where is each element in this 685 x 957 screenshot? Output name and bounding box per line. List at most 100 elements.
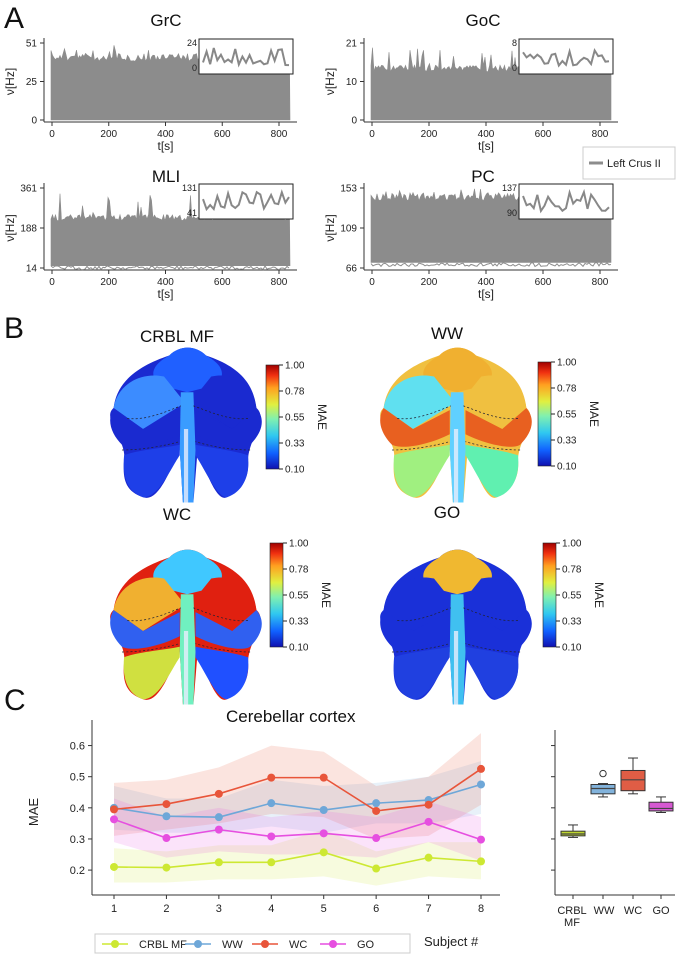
flatmap-1: CRBL MF 1.00 0.78 0.55 0.33 0.10 MAE (110, 327, 329, 503)
inset-tick-label: 8 (512, 38, 517, 48)
x-tick-label: 0 (49, 277, 55, 288)
flatmap-body (380, 549, 532, 705)
line-crbl-mf (113, 851, 482, 870)
box-x-label: GO (652, 905, 670, 917)
x-tick-label: 600 (535, 277, 552, 288)
box-ww (590, 783, 616, 795)
point-go (162, 834, 171, 843)
line-go (113, 818, 482, 841)
region-anterior (423, 347, 492, 393)
box-x-label: WC (624, 905, 642, 917)
point-crbl-mf (424, 853, 433, 862)
colorbar-gradient (269, 542, 284, 648)
inset-trace (522, 47, 610, 68)
inset-tick-label: 0 (512, 63, 517, 73)
legend-marker-ww (194, 940, 202, 948)
point-go (267, 832, 276, 841)
panel-letter-a: A (4, 2, 24, 35)
y-tick-label: 0.5 (70, 772, 85, 784)
y-tick-label: 10 (346, 77, 358, 88)
colorbar-tick-label: 1.00 (557, 358, 577, 369)
region-anterior (423, 549, 492, 595)
region-midline (453, 631, 459, 705)
y-tick-label: 0 (351, 116, 357, 127)
x-tick-label: 4 (268, 903, 274, 915)
inset-tick-label: 24 (187, 38, 197, 48)
x-tick-label: 200 (100, 129, 117, 140)
x-tick-label: 400 (157, 277, 174, 288)
box-x-label: MF (564, 917, 580, 929)
y-tick-label: 14 (26, 264, 38, 275)
inset-tick-label: 131 (182, 183, 197, 193)
flatmap-2: WW 1.00 0.78 0.55 0.33 0.10 MAE (380, 324, 601, 503)
point-ww (267, 799, 276, 808)
point-ww (477, 780, 485, 789)
y-tick-label: 66 (346, 264, 358, 275)
y-tick-label: 25 (26, 77, 38, 88)
colorbar-tick-label: 0.33 (285, 439, 305, 450)
colorbar: 1.00 0.78 0.55 0.33 0.10 MAE (542, 539, 606, 654)
region-lower-left (393, 444, 450, 498)
fissure-line (127, 405, 181, 420)
colorbar-label: MAE (592, 582, 606, 608)
region-anterior (153, 549, 222, 595)
inset-tick-label: 137 (502, 183, 517, 193)
line-ww (113, 783, 482, 818)
flatmap-title: GO (434, 503, 460, 522)
legend-label-crbl-mf: CRBL MF (139, 939, 187, 951)
fissure-line (391, 441, 450, 451)
region-lower-right (465, 646, 519, 700)
y-tick-label: 51 (26, 39, 38, 50)
colorbar-tick-label: 1.00 (285, 361, 305, 372)
region-upper-left (113, 375, 185, 429)
plot-title-mli: MLI (152, 167, 180, 186)
y-axis-label: ν[Hz] (3, 68, 17, 95)
colorbar-tick-label: 1.00 (289, 539, 309, 550)
y-tick-label: 0.6 (70, 741, 85, 753)
flatmap-body (110, 347, 262, 503)
fissure-line (193, 607, 249, 622)
x-tick-label: 600 (214, 277, 231, 288)
point-go (477, 835, 485, 844)
colorbar-tick-label: 0.78 (562, 565, 582, 576)
point-wc (162, 800, 171, 809)
point-wc (110, 805, 118, 814)
fissure-line (465, 643, 521, 653)
point-wc (372, 806, 381, 815)
fissure-line (463, 405, 519, 420)
point-go (372, 834, 381, 843)
x-tick-label: 1 (111, 903, 117, 915)
x-tick-label: 800 (592, 277, 609, 288)
x-tick-label: 0 (49, 129, 55, 140)
region-mid-right (465, 408, 532, 447)
colorbar-tick-label: 0.78 (557, 384, 577, 395)
x-tick-label: 2 (163, 903, 169, 915)
y-tick-label: 0.2 (70, 865, 85, 877)
flatmap-body (380, 347, 532, 503)
x-tick-label: 6 (373, 903, 379, 915)
x-tick-label: 600 (535, 129, 552, 140)
fissure-line (391, 643, 450, 653)
region-midline (183, 429, 189, 503)
box-flier-ww (599, 769, 607, 778)
x-tick-label: 0 (369, 129, 375, 140)
region-mid-right (195, 408, 262, 447)
y-tick-label: 0 (31, 116, 37, 127)
region-lower-left (393, 646, 450, 700)
y-axis-label: ν[Hz] (3, 214, 17, 241)
point-wc (477, 764, 485, 773)
region-lower-left (123, 444, 180, 498)
plot-title-grc: GrC (150, 11, 181, 30)
y-tick-label: 0.3 (70, 834, 85, 846)
colorbar-tick-label: 0.55 (557, 410, 577, 421)
colorbar: 1.00 0.78 0.55 0.33 0.10 MAE (265, 361, 329, 476)
point-crbl-mf (372, 864, 381, 873)
region-upper-right (190, 577, 257, 631)
flatmap-3: WC 1.00 0.78 0.55 0.33 0.10 MAE (110, 505, 333, 705)
colorbar-tick-label: 0.10 (562, 643, 582, 654)
x-tick-label: 0 (369, 277, 375, 288)
x-axis-label: t[s] (478, 139, 494, 153)
y-tick-label: 361 (20, 184, 37, 195)
